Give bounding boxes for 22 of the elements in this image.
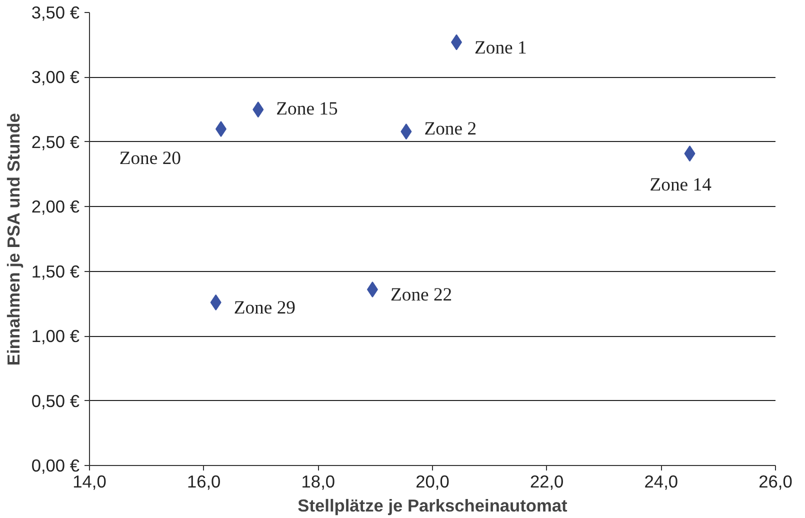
annotation: Zone 2 [424,118,477,140]
annotation: Zone 15 [276,98,338,120]
annotation: Zone 14 [650,174,712,196]
y-tick-label: 0,50 € [31,390,80,411]
x-tick-label: 22,0 [530,472,564,492]
y-tick-label: 2,00 € [31,196,80,217]
y-tick-label: 3,50 € [31,2,80,22]
y-tick-label: 1,50 € [31,261,80,282]
x-axis-title: Stellplätze je Parkscheinautomat [298,496,568,516]
y-axis-title: Einnahmen je PSA und Stunde [3,112,24,366]
x-tick-label: 20,0 [416,472,450,492]
y-tick-label: 1,00 € [31,326,80,346]
x-tick-label: 16,0 [186,472,221,492]
annotation: Zone 22 [390,284,452,306]
x-tick-label: 18,0 [301,472,336,492]
x-tick-label: 24,0 [644,472,678,492]
x-tick-label: 26,0 [758,472,792,492]
annotation: Zone 20 [119,148,181,169]
y-tick-label: 2,50 € [31,132,80,152]
annotation: Zone 29 [234,297,296,318]
y-tick-label: 3,00 € [31,67,80,88]
annotation: Zone 1 [474,37,527,58]
